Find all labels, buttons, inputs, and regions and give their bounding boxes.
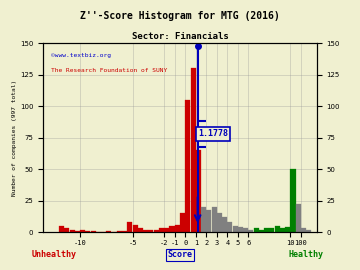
Bar (117, 231, 122, 232)
Bar (243, 228, 248, 232)
Bar (148, 230, 153, 232)
Bar (248, 230, 253, 232)
Bar (69, 230, 75, 232)
Text: Score: Score (167, 250, 193, 259)
Bar (269, 228, 274, 232)
Bar (264, 228, 269, 232)
Bar (306, 230, 311, 232)
Bar (91, 231, 96, 232)
Bar (75, 231, 80, 232)
Bar (64, 228, 69, 232)
Bar (228, 222, 233, 232)
Bar (212, 207, 217, 232)
Bar (122, 231, 127, 232)
Bar (206, 210, 211, 232)
Bar (280, 228, 285, 232)
Bar (127, 222, 132, 232)
Bar (175, 225, 180, 232)
Bar (59, 226, 64, 232)
Bar (159, 228, 164, 232)
Bar (285, 227, 290, 232)
Bar (143, 230, 148, 232)
Bar (180, 213, 185, 232)
Text: ©www.textbiz.org: ©www.textbiz.org (51, 53, 111, 58)
Bar (138, 228, 143, 232)
Text: 1.1778: 1.1778 (198, 129, 228, 139)
Bar (185, 100, 190, 232)
Bar (154, 230, 159, 232)
Bar (291, 169, 296, 232)
Text: Sector: Financials: Sector: Financials (132, 32, 228, 41)
Text: Z''-Score Histogram for MTG (2016): Z''-Score Histogram for MTG (2016) (80, 11, 280, 21)
Bar (238, 227, 243, 232)
Bar (275, 226, 280, 232)
Bar (85, 231, 90, 232)
Bar (170, 226, 175, 232)
Bar (259, 230, 264, 232)
Text: Healthy: Healthy (288, 250, 324, 259)
Bar (80, 230, 85, 232)
Bar (217, 213, 222, 232)
Bar (164, 228, 169, 232)
Bar (196, 150, 201, 232)
Bar (254, 228, 259, 232)
Bar (222, 217, 227, 232)
Bar (132, 225, 138, 232)
Bar (233, 226, 238, 232)
Y-axis label: Number of companies (997 total): Number of companies (997 total) (12, 80, 17, 196)
Text: Unhealthy: Unhealthy (32, 250, 76, 259)
Bar (190, 68, 195, 232)
Bar (296, 204, 301, 232)
Bar (106, 231, 111, 232)
Bar (201, 207, 206, 232)
Bar (301, 228, 306, 232)
Text: The Research Foundation of SUNY: The Research Foundation of SUNY (51, 68, 168, 73)
